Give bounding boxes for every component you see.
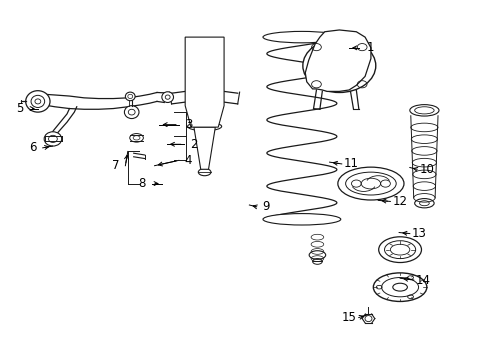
Ellipse shape xyxy=(162,92,173,103)
Ellipse shape xyxy=(129,134,143,142)
Text: 9: 9 xyxy=(262,200,269,213)
Text: 3: 3 xyxy=(184,118,192,131)
Ellipse shape xyxy=(372,273,426,301)
Polygon shape xyxy=(194,127,215,169)
Ellipse shape xyxy=(26,91,50,112)
Ellipse shape xyxy=(263,31,340,43)
Text: 15: 15 xyxy=(341,311,356,324)
Polygon shape xyxy=(185,37,224,127)
Ellipse shape xyxy=(198,168,210,176)
Text: 1: 1 xyxy=(366,41,374,54)
Ellipse shape xyxy=(44,132,61,146)
Text: 5: 5 xyxy=(16,102,23,115)
Text: 2: 2 xyxy=(189,138,197,151)
Text: 6: 6 xyxy=(29,141,37,154)
Text: 10: 10 xyxy=(419,163,433,176)
Ellipse shape xyxy=(263,213,340,225)
Text: 12: 12 xyxy=(392,195,407,208)
Text: 11: 11 xyxy=(343,157,358,170)
Text: 8: 8 xyxy=(139,177,146,190)
Ellipse shape xyxy=(302,39,375,93)
Text: 4: 4 xyxy=(184,154,192,167)
Text: 14: 14 xyxy=(415,274,430,287)
Ellipse shape xyxy=(125,92,135,101)
Text: 13: 13 xyxy=(411,227,426,240)
Polygon shape xyxy=(305,30,370,91)
Ellipse shape xyxy=(124,106,139,118)
Ellipse shape xyxy=(187,122,221,131)
Text: 7: 7 xyxy=(112,159,119,172)
